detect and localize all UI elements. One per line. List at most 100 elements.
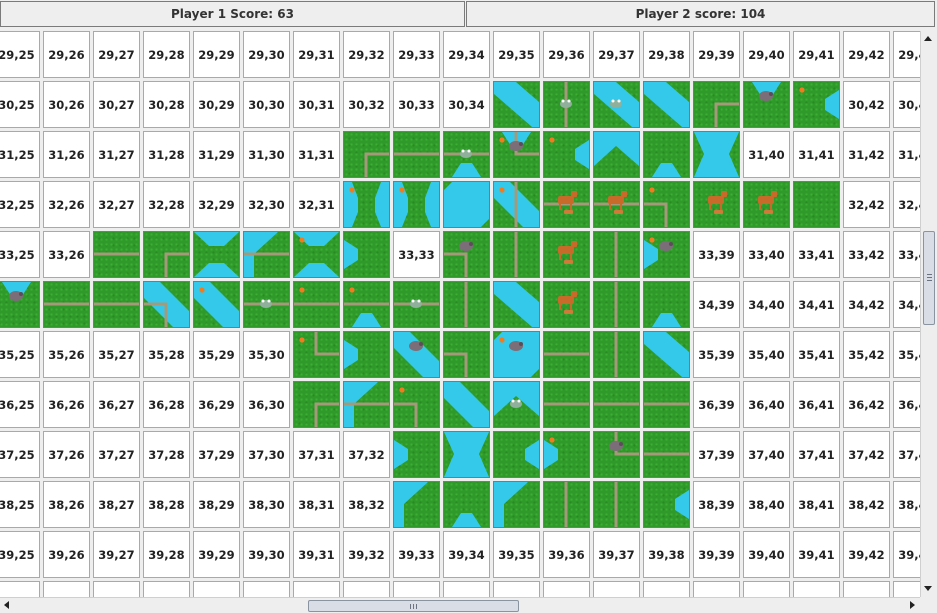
empty-grid-cell[interactable]: 30,25 [0, 81, 40, 128]
empty-grid-cell[interactable]: 37,42 [843, 431, 890, 478]
empty-grid-cell[interactable]: 29,37 [593, 31, 640, 78]
placed-tile[interactable] [343, 381, 390, 428]
placed-tile[interactable] [493, 231, 540, 278]
empty-grid-cell[interactable]: 36,42 [843, 381, 890, 428]
empty-grid-cell[interactable]: 31,43 [893, 131, 920, 178]
placed-tile[interactable] [493, 81, 540, 128]
placed-tile[interactable] [543, 331, 590, 378]
empty-grid-cell[interactable]: 30,43 [893, 81, 920, 128]
empty-grid-cell[interactable]: 36,40 [743, 381, 790, 428]
empty-grid-cell[interactable]: 39,40 [743, 531, 790, 578]
empty-grid-cell[interactable]: 38,30 [243, 481, 290, 528]
empty-grid-cell[interactable]: 36,26 [43, 381, 90, 428]
placed-tile[interactable] [543, 281, 590, 328]
empty-grid-cell[interactable]: 29,39 [693, 31, 740, 78]
empty-grid-cell[interactable]: 37,29 [193, 431, 240, 478]
placed-tile[interactable] [393, 281, 440, 328]
empty-grid-cell[interactable]: 31,25 [0, 131, 40, 178]
placed-tile[interactable] [443, 281, 490, 328]
empty-grid-cell[interactable]: 30,27 [93, 81, 140, 128]
empty-grid-cell[interactable]: 29,41 [793, 31, 840, 78]
empty-grid-cell[interactable]: 39,28 [143, 531, 190, 578]
empty-grid-cell[interactable]: 36,28 [143, 381, 190, 428]
placed-tile[interactable] [643, 481, 690, 528]
empty-grid-cell[interactable]: 33,39 [693, 231, 740, 278]
empty-grid-cell[interactable]: 32,27 [93, 181, 140, 228]
placed-tile[interactable] [143, 231, 190, 278]
empty-grid-cell[interactable]: 38,31 [293, 481, 340, 528]
empty-grid-cell[interactable]: 32,42 [843, 181, 890, 228]
empty-grid-cell[interactable]: 30,42 [843, 81, 890, 128]
empty-grid-cell[interactable]: 33,40 [743, 231, 790, 278]
empty-grid-cell[interactable]: 38,42 [843, 481, 890, 528]
placed-tile[interactable] [643, 231, 690, 278]
empty-grid-cell[interactable]: 34,41 [793, 281, 840, 328]
placed-tile[interactable] [543, 131, 590, 178]
placed-tile[interactable] [543, 431, 590, 478]
empty-grid-cell[interactable]: 31,42 [843, 131, 890, 178]
empty-grid-cell[interactable]: 31,27 [93, 131, 140, 178]
placed-tile[interactable] [193, 281, 240, 328]
game-board[interactable]: 29,25 29,26 29,27 29,28 29,29 29,30 29,31 29,32… [0, 31, 920, 597]
empty-grid-cell[interactable]: 40,36 [543, 581, 590, 597]
empty-grid-cell[interactable]: 37,41 [793, 431, 840, 478]
placed-tile[interactable] [343, 231, 390, 278]
empty-grid-cell[interactable]: 39,25 [0, 531, 40, 578]
empty-grid-cell[interactable]: 31,30 [243, 131, 290, 178]
placed-tile[interactable] [293, 281, 340, 328]
empty-grid-cell[interactable]: 35,30 [243, 331, 290, 378]
placed-tile[interactable] [593, 131, 640, 178]
empty-grid-cell[interactable]: 29,40 [743, 31, 790, 78]
empty-grid-cell[interactable]: 39,38 [643, 531, 690, 578]
empty-grid-cell[interactable]: 37,30 [243, 431, 290, 478]
empty-grid-cell[interactable]: 40,32 [343, 581, 390, 597]
empty-grid-cell[interactable]: 29,32 [343, 31, 390, 78]
empty-grid-cell[interactable]: 39,37 [593, 531, 640, 578]
empty-grid-cell[interactable]: 40,33 [393, 581, 440, 597]
empty-grid-cell[interactable]: 35,26 [43, 331, 90, 378]
empty-grid-cell[interactable]: 38,29 [193, 481, 240, 528]
placed-tile[interactable] [293, 231, 340, 278]
empty-grid-cell[interactable]: 39,27 [93, 531, 140, 578]
placed-tile[interactable] [393, 131, 440, 178]
empty-grid-cell[interactable]: 32,31 [293, 181, 340, 228]
scroll-right-arrow-icon[interactable] [910, 601, 915, 609]
empty-grid-cell[interactable]: 31,41 [793, 131, 840, 178]
empty-grid-cell[interactable]: 29,42 [843, 31, 890, 78]
empty-grid-cell[interactable]: 34,42 [843, 281, 890, 328]
empty-grid-cell[interactable]: 36,43 [893, 381, 920, 428]
empty-grid-cell[interactable]: 34,39 [693, 281, 740, 328]
placed-tile[interactable] [193, 231, 240, 278]
empty-grid-cell[interactable]: 30,28 [143, 81, 190, 128]
empty-grid-cell[interactable]: 29,26 [43, 31, 90, 78]
empty-grid-cell[interactable]: 40,37 [593, 581, 640, 597]
empty-grid-cell[interactable]: 31,40 [743, 131, 790, 178]
placed-tile[interactable] [0, 281, 40, 328]
empty-grid-cell[interactable]: 29,36 [543, 31, 590, 78]
empty-grid-cell[interactable]: 40,31 [293, 581, 340, 597]
empty-grid-cell[interactable]: 37,28 [143, 431, 190, 478]
empty-grid-cell[interactable]: 39,31 [293, 531, 340, 578]
placed-tile[interactable] [543, 81, 590, 128]
empty-grid-cell[interactable]: 37,39 [693, 431, 740, 478]
empty-grid-cell[interactable]: 39,32 [343, 531, 390, 578]
placed-tile[interactable] [443, 431, 490, 478]
empty-grid-cell[interactable]: 37,27 [93, 431, 140, 478]
placed-tile[interactable] [593, 231, 640, 278]
scroll-down-arrow-icon[interactable] [924, 586, 932, 591]
empty-grid-cell[interactable]: 29,38 [643, 31, 690, 78]
empty-grid-cell[interactable]: 32,29 [193, 181, 240, 228]
empty-grid-cell[interactable]: 33,43 [893, 231, 920, 278]
empty-grid-cell[interactable]: 39,33 [393, 531, 440, 578]
empty-grid-cell[interactable]: 39,39 [693, 531, 740, 578]
placed-tile[interactable] [343, 331, 390, 378]
empty-grid-cell[interactable]: 33,33 [393, 231, 440, 278]
empty-grid-cell[interactable]: 39,26 [43, 531, 90, 578]
empty-grid-cell[interactable]: 30,31 [293, 81, 340, 128]
game-board-viewport[interactable]: 29,25 29,26 29,27 29,28 29,29 29,30 29,31 29,32… [0, 31, 920, 597]
empty-grid-cell[interactable]: 39,30 [243, 531, 290, 578]
placed-tile[interactable] [493, 431, 540, 478]
empty-grid-cell[interactable]: 38,39 [693, 481, 740, 528]
empty-grid-cell[interactable]: 35,40 [743, 331, 790, 378]
placed-tile[interactable] [543, 181, 590, 228]
